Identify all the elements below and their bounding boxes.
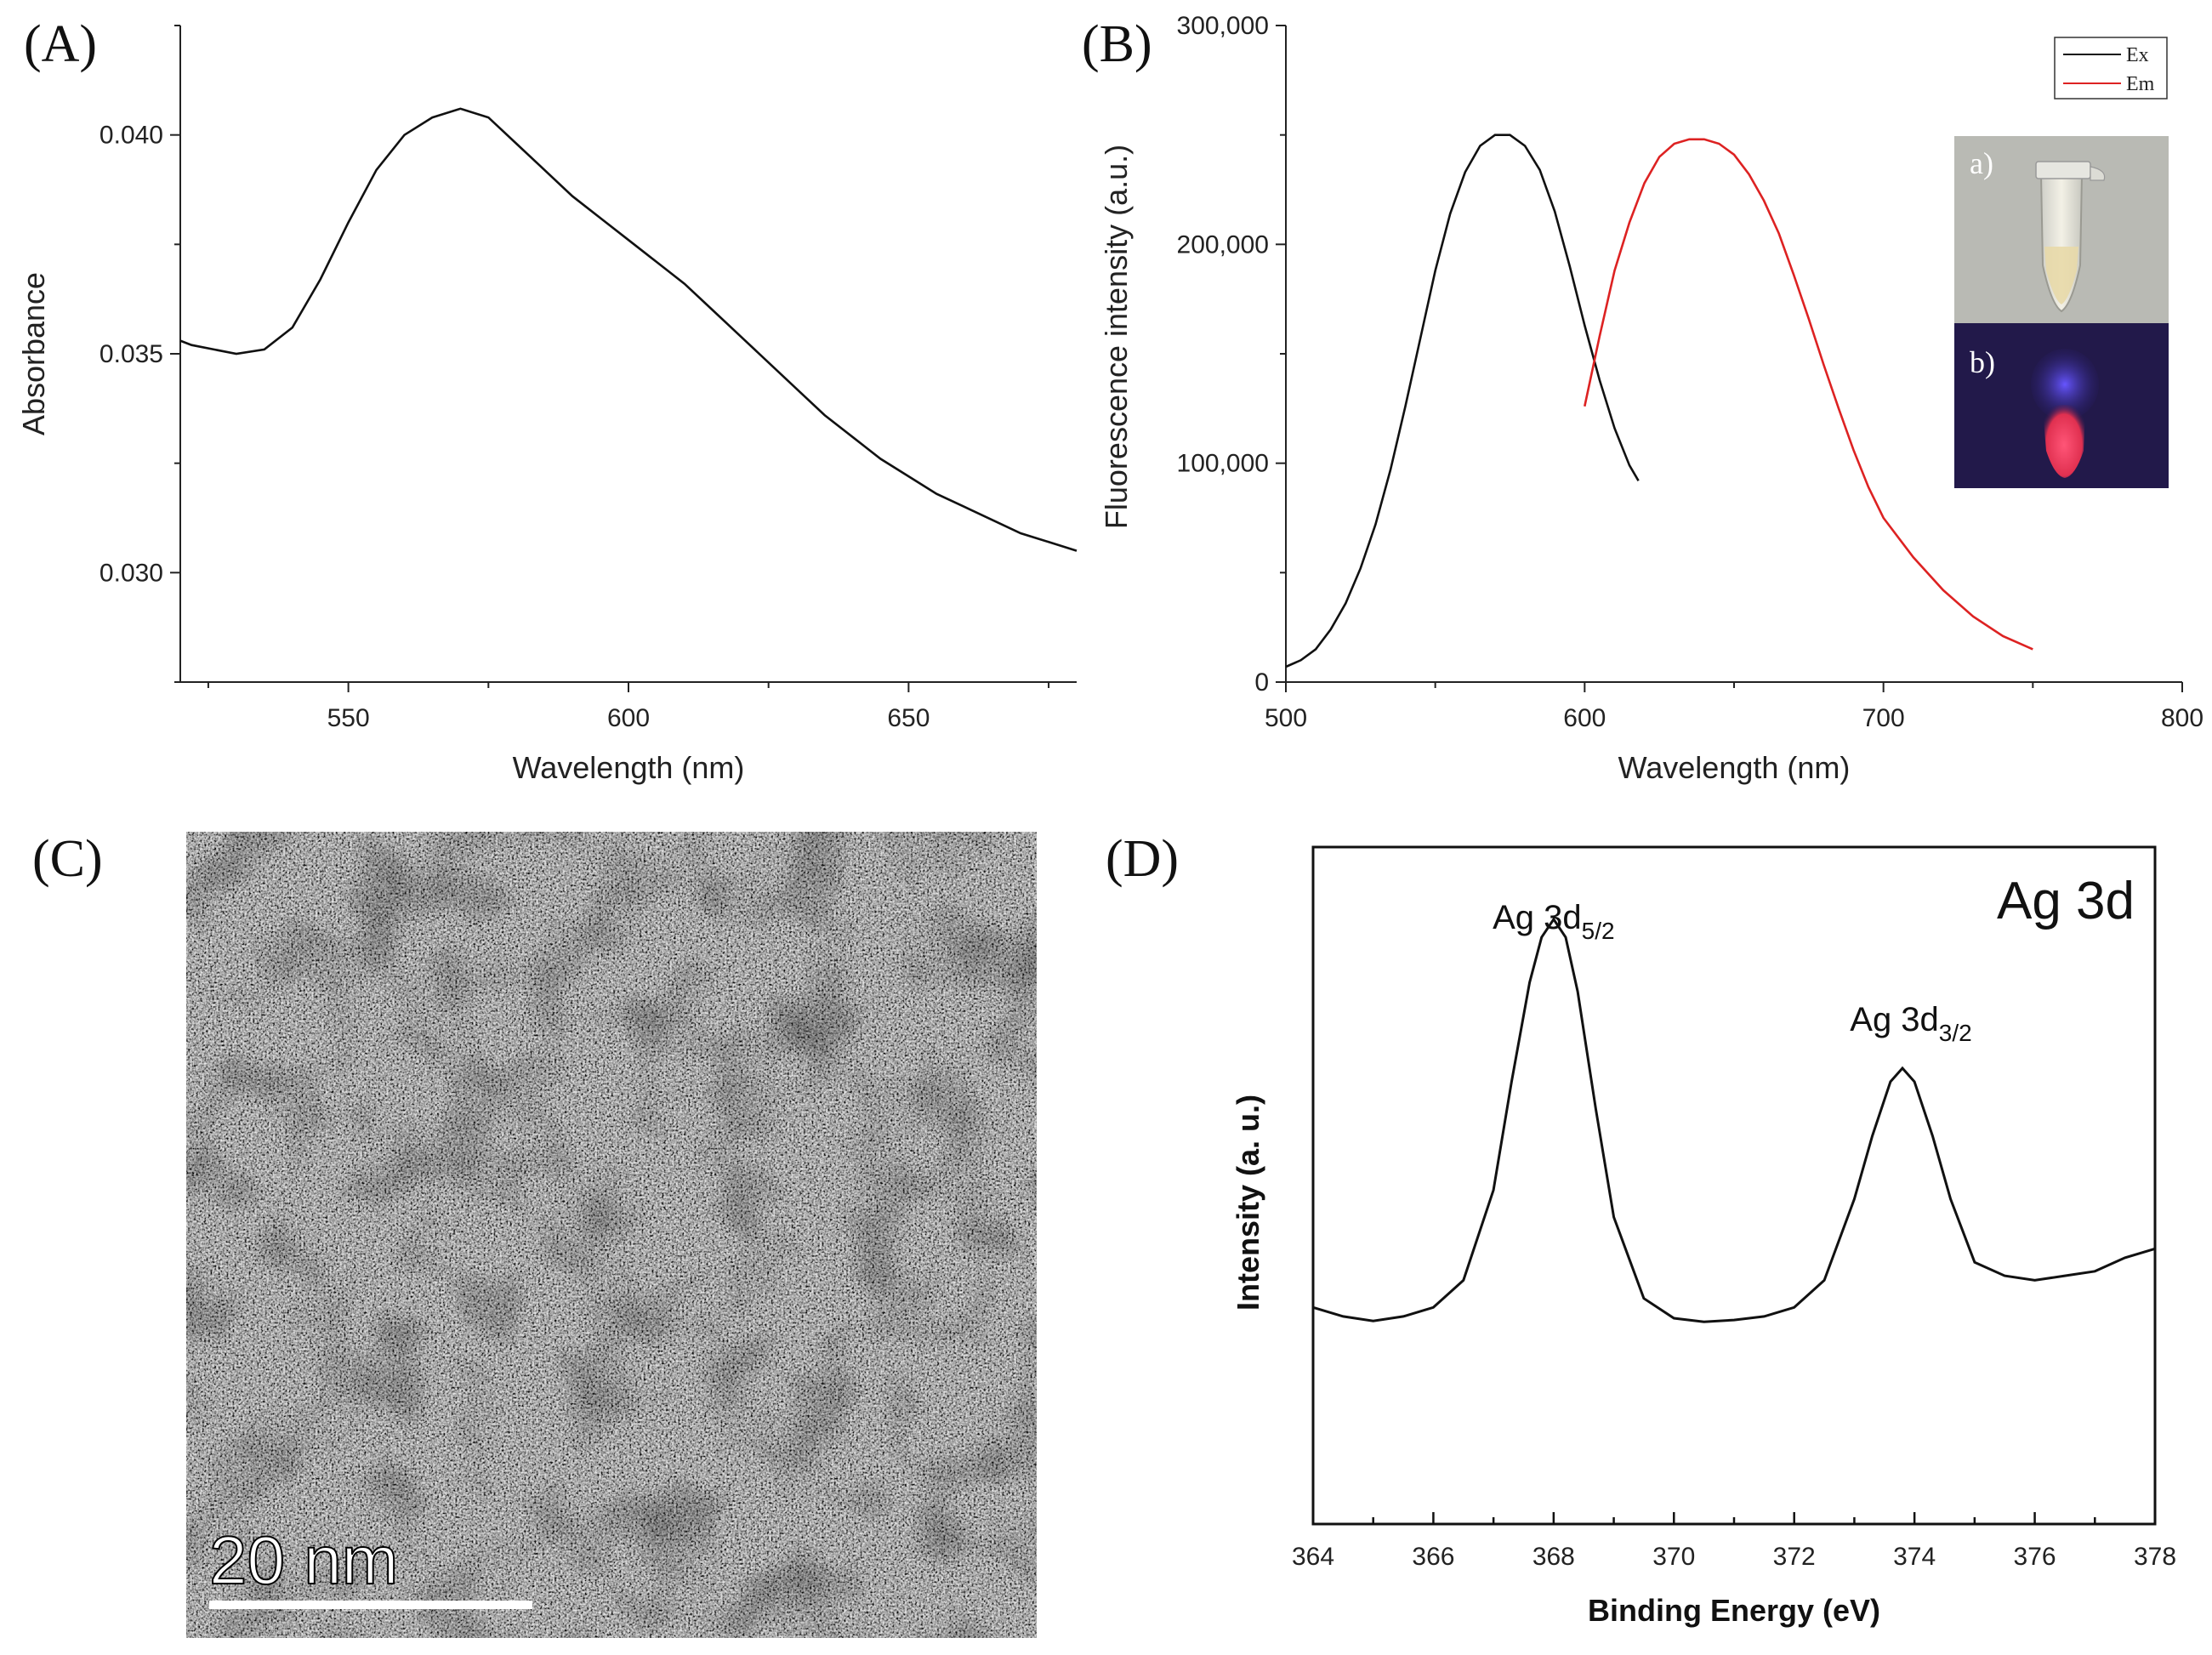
chart-a-y-tick-label: 0.030	[100, 559, 163, 587]
chart-b-y-tick-label: 300,000	[1177, 12, 1269, 40]
chart-d-x-axis-title: Binding Energy (eV)	[1588, 1593, 1880, 1628]
peak-annotation-3d32-base: Ag 3d	[1850, 1001, 1939, 1038]
chart-d-x-tick-label: 374	[1893, 1543, 1936, 1571]
chart-a-x-tick-label: 650	[887, 704, 930, 732]
chart-d-ticks: 364 366 368 370 372 374 376 378	[1292, 845, 2176, 1571]
chart-a-y-tick-label: 0.035	[100, 340, 163, 368]
chart-b-series-ex-line	[1285, 134, 1640, 668]
tem-image: 20 nm	[186, 832, 1037, 1638]
tube-cap	[2035, 161, 2091, 179]
chart-b-y-tick-label: 0	[1254, 668, 1269, 697]
chart-d-xps: 364 366 368 370 372 374 376 378 Binding Energy …	[1231, 845, 2176, 1628]
chart-b-y-tick-label: 100,000	[1177, 450, 1269, 478]
panel-label-c: (C)	[32, 830, 103, 888]
chart-d-x-tick-label: 368	[1532, 1543, 1575, 1571]
tube-uv-red-emission	[2043, 405, 2085, 478]
panel-label-d: (D)	[1106, 830, 1179, 888]
tube-liquid-daylight	[2044, 247, 2078, 304]
peak-annotation-3d32: Ag 3d3/2	[1850, 1001, 1971, 1046]
chart-b-series-em-line	[1584, 138, 2033, 651]
chart-b-ticks: 500 600 700 800 0 100,000 200,000 300,000	[1177, 12, 2203, 732]
chart-b-y-axis-title: Fluorescence intensity (a.u.)	[1099, 145, 1134, 529]
chart-d-x-tick-label: 370	[1652, 1543, 1695, 1571]
peak-annotation-3d32-sub: 3/2	[1939, 1020, 1972, 1046]
chart-a-y-tick-label: 0.040	[100, 122, 163, 150]
chart-b-x-tick-label: 700	[1862, 704, 1905, 732]
chart-d-x-tick-label: 366	[1412, 1543, 1454, 1571]
panel-label-a: (A)	[24, 15, 97, 73]
legend-label-ex: Ex	[2126, 44, 2149, 66]
chart-d-x-tick-label: 364	[1292, 1543, 1334, 1571]
chart-a-x-tick-label: 600	[607, 704, 650, 732]
inset-label-a: a)	[1970, 146, 1993, 180]
chart-d-series-line	[1312, 917, 2156, 1323]
tube-uv-blue-glow	[2031, 349, 2099, 420]
chart-b-fluorescence: 500 600 700 800 0 100,000 200,000 300,000 Wavel…	[1099, 12, 2203, 785]
tem-scale-bar	[209, 1601, 532, 1609]
legend-box	[2054, 37, 2168, 100]
chart-b-legend: Ex Em	[2054, 37, 2168, 100]
chart-d-y-axis-title: Intensity (a. u.)	[1231, 1095, 1265, 1311]
inset-label-b: b)	[1970, 345, 1995, 379]
panel-label-b: (B)	[1082, 15, 1152, 73]
chart-b-y-tick-label: 200,000	[1177, 230, 1269, 259]
peak-annotation-3d52-sub: 5/2	[1582, 918, 1615, 944]
chart-d-x-tick-label: 372	[1773, 1543, 1816, 1571]
legend-label-em: Em	[2126, 73, 2155, 95]
tem-nanocluster-shading	[186, 832, 1037, 1638]
chart-d-x-tick-label: 378	[2134, 1543, 2176, 1571]
tube-lid-hinge	[2090, 166, 2106, 181]
chart-b-inset-photos: a) b)	[1954, 136, 2169, 488]
chart-b-x-tick-label: 600	[1563, 704, 1606, 732]
chart-a-absorbance: 550 600 650 0.030 0.035 0.040 Wavelength (nm)…	[16, 25, 1078, 785]
chart-a-x-axis-title: Wavelength (nm)	[513, 750, 745, 785]
chart-b-x-tick-label: 500	[1265, 704, 1307, 732]
peak-annotation-3d52: Ag 3d5/2	[1493, 899, 1614, 944]
chart-d-frame	[1311, 845, 2157, 1526]
chart-a-series-line	[179, 107, 1078, 552]
chart-d-corner-label: Ag 3d	[1997, 872, 2135, 930]
chart-a-y-axis-title: Absorbance	[16, 272, 51, 435]
peak-annotation-3d52-base: Ag 3d	[1493, 899, 1582, 936]
chart-b-x-axis-title: Wavelength (nm)	[1618, 750, 1851, 785]
chart-a-ticks: 550 600 650 0.030 0.035 0.040	[100, 25, 1077, 732]
chart-b-x-tick-label: 800	[2161, 704, 2203, 732]
chart-d-x-tick-label: 376	[2014, 1543, 2056, 1571]
tem-scale-bar-label: 20 nm	[209, 1522, 398, 1598]
chart-a-x-tick-label: 550	[327, 704, 370, 732]
